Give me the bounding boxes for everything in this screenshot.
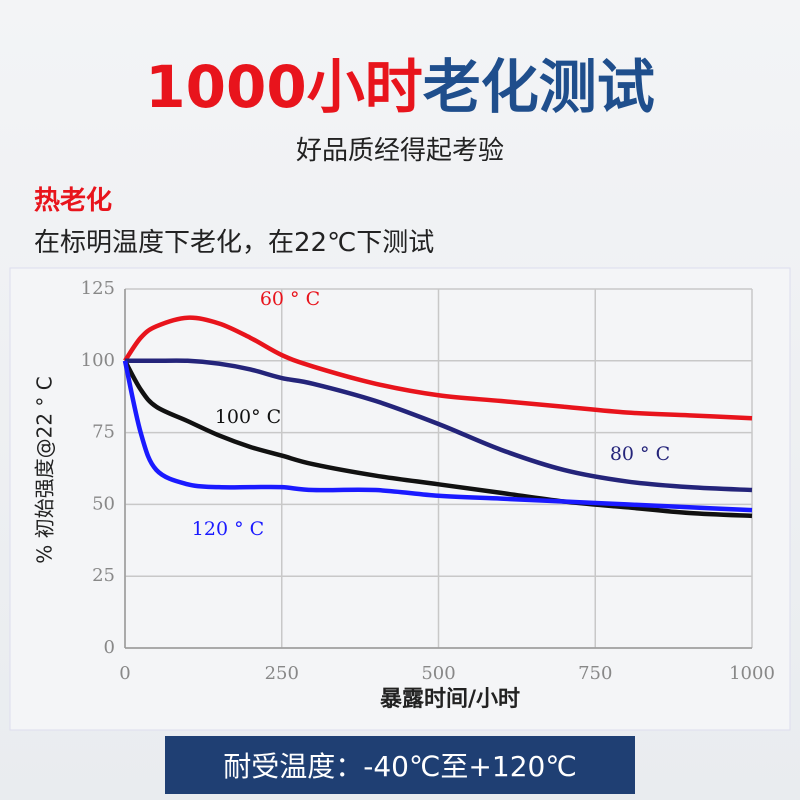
line-series [123, 315, 753, 421]
x-axis-label: 暴露时间/小时 [379, 687, 520, 712]
series-label: 60 ° C [260, 288, 320, 310]
subtitle: 好品质经得起考验 [295, 136, 504, 166]
x-tick-label: 250 [265, 663, 299, 684]
title: 1000小时老化测试 [0, 40, 800, 124]
line-series [125, 358, 753, 493]
footer: 耐受温度：-40℃至+120℃ [165, 736, 635, 794]
y-tick-label: 100 [81, 350, 115, 371]
title-rest: 老化测试 [422, 53, 655, 121]
x-tick-label: 1000 [729, 663, 775, 684]
x-tick-label: 0 [119, 663, 130, 684]
x-tick-label: 750 [578, 663, 612, 684]
series-label: 120 ° C [192, 518, 264, 540]
series-label: 80 ° C [610, 443, 670, 465]
y-tick-label: 0 [104, 637, 115, 658]
y-axis-label: % 初始强度@22 ° C [33, 376, 57, 564]
y-tick-label: 50 [92, 493, 115, 514]
section-label: 热老化 [34, 186, 113, 216]
y-tick-label: 25 [92, 565, 115, 586]
chart-panel [9, 267, 791, 731]
series-label: 100° C [215, 406, 281, 428]
y-tick-label: 75 [92, 422, 115, 443]
line-series [122, 360, 753, 513]
title-lead: 1000小时 [145, 53, 423, 121]
y-tick-label: 125 [81, 278, 115, 299]
x-tick-label: 500 [421, 663, 455, 684]
section-description: 在标明温度下老化，在22℃下测试 [34, 228, 435, 258]
